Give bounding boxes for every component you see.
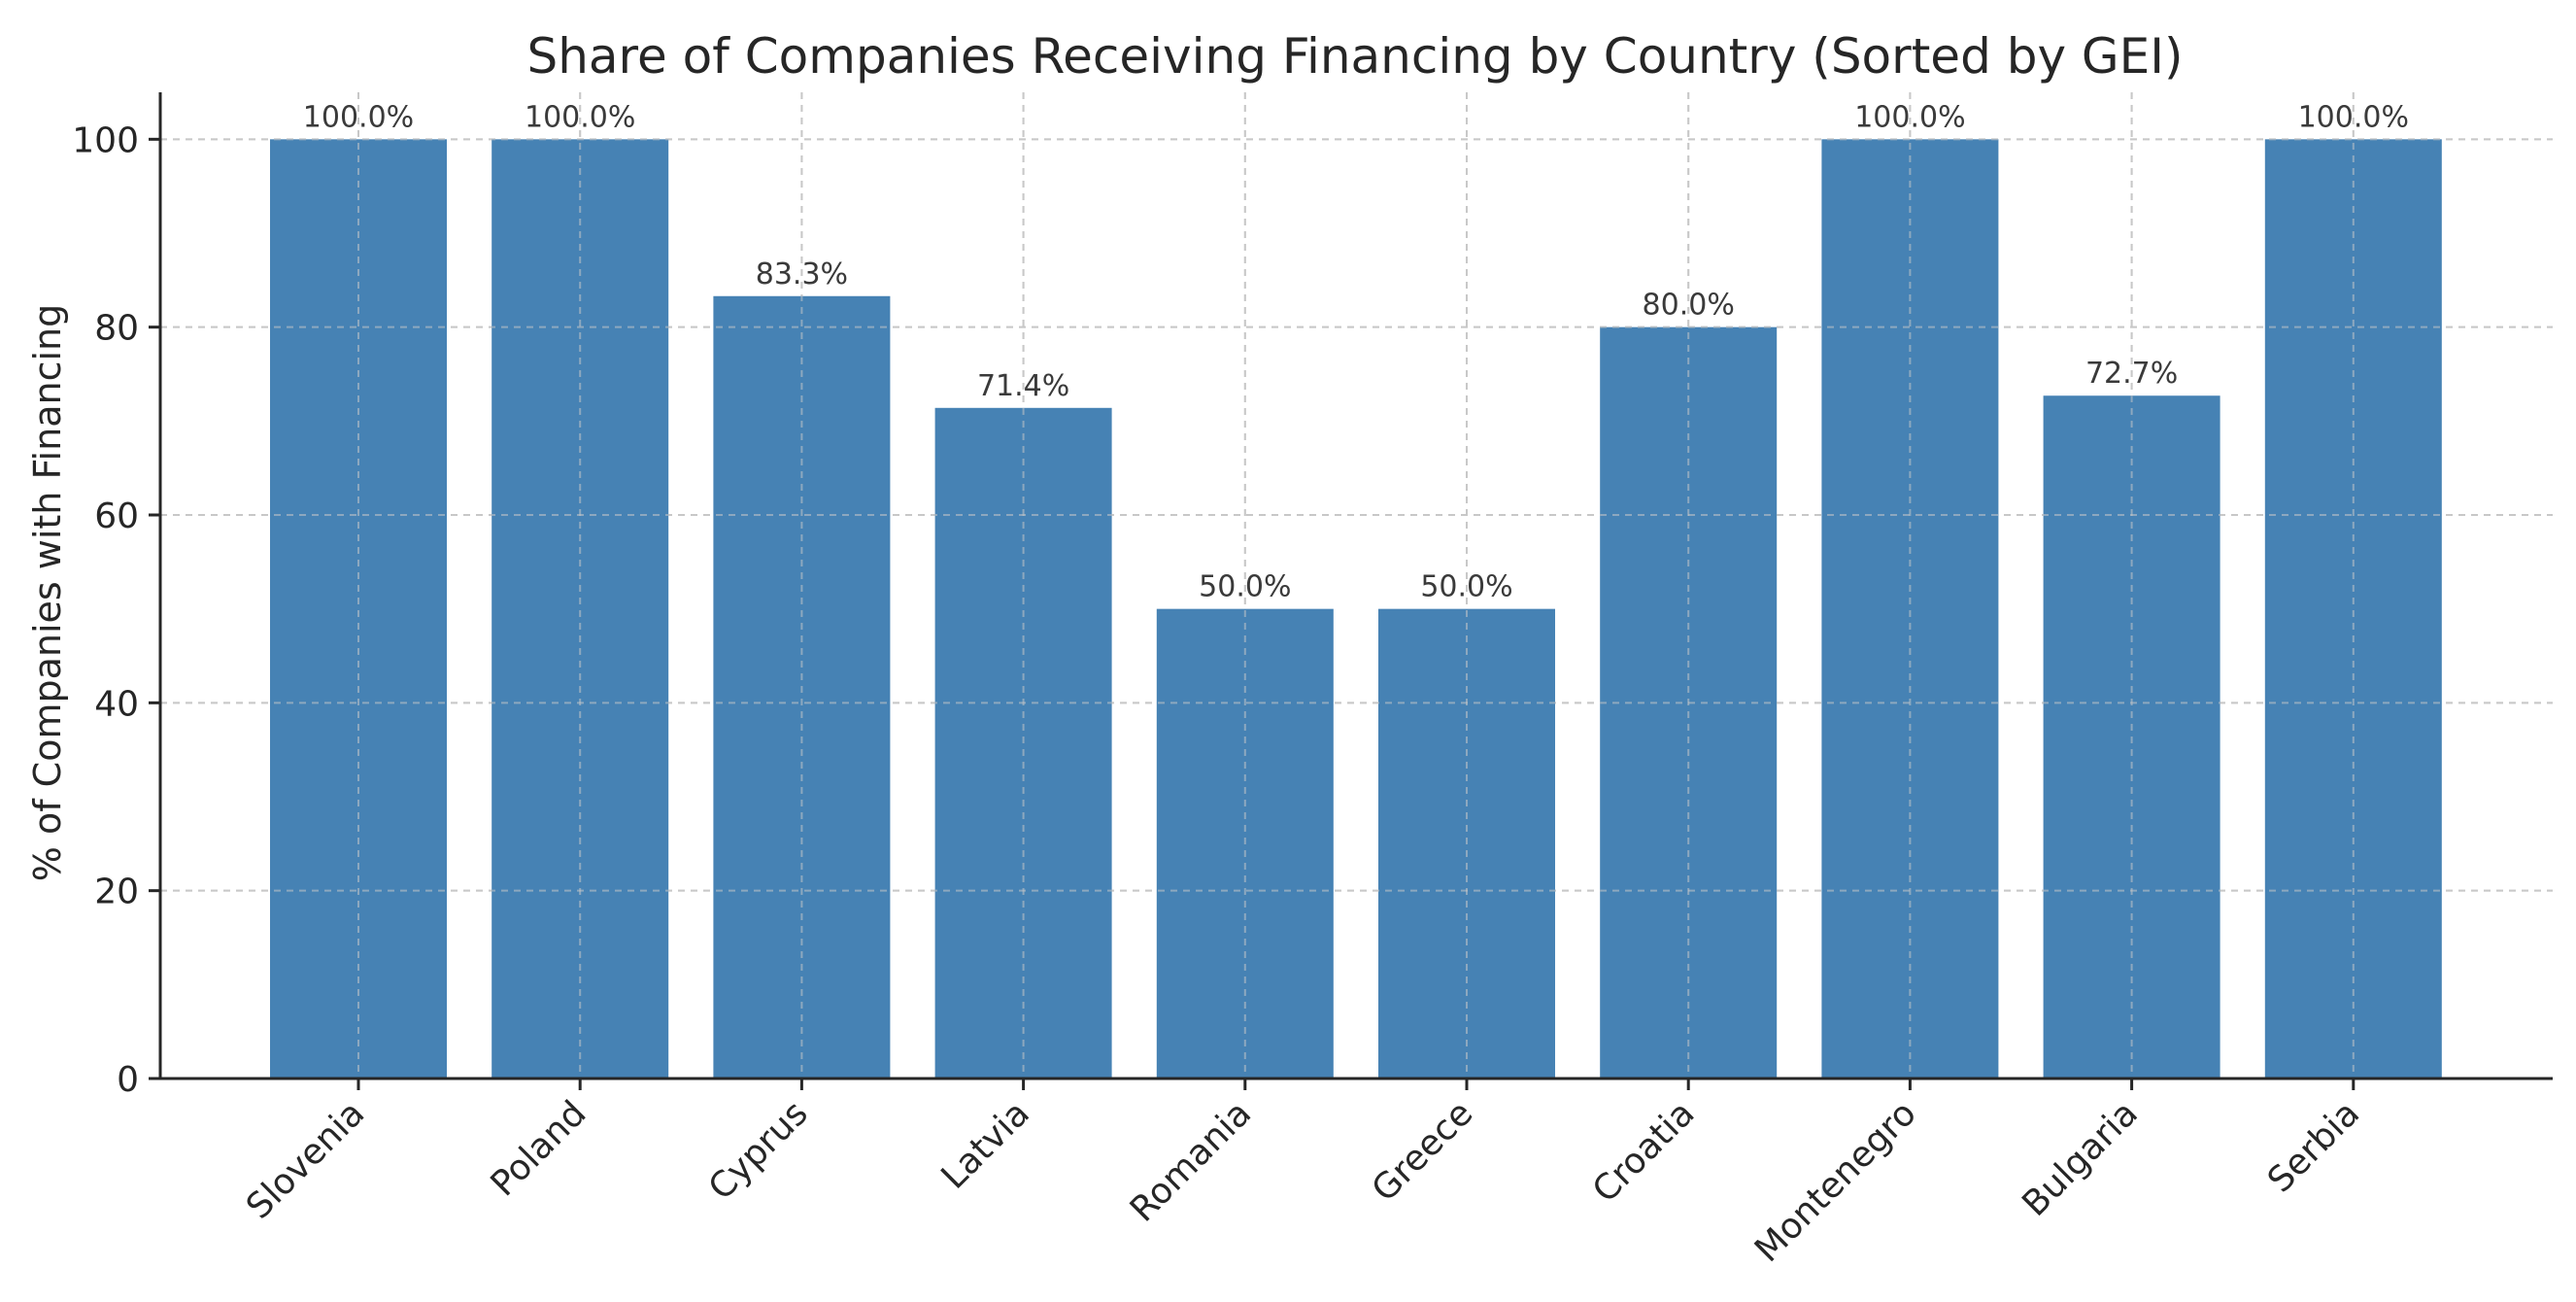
bar-slovenia [270,139,447,1079]
data-label: 50.0% [1420,570,1512,604]
y-tick-label: 60 [94,497,139,536]
x-axis-ticks: Slovenia Poland Cyprus Latvia Romania Greece C… [239,1079,2367,1270]
x-tick-label: Bulgaria [2015,1093,2146,1224]
bars [270,139,2442,1079]
y-tick-label: 80 [94,309,139,349]
bar-montenegro [1821,139,1999,1079]
x-tick-label: Latvia [933,1093,1036,1196]
data-label: 100.0% [1854,100,1965,134]
y-axis-ticks: 0 20 40 60 80 100 [72,120,160,1100]
gridlines-over-bars [160,92,2553,1079]
chart-title: Share of Companies Receiving Financing b… [526,28,2183,85]
y-tick-label: 40 [94,684,139,724]
y-tick-label: 0 [117,1060,139,1100]
bar-serbia [2264,139,2442,1079]
data-label: 80.0% [1643,289,1735,323]
x-tick-label: Serbia [2260,1093,2367,1200]
data-label: 72.7% [2085,357,2178,391]
data-label: 100.0% [303,100,414,134]
data-labels: 100.0% 100.0% 83.3% 71.4% 50.0% 50.0% 80.0% 100… [303,100,2409,603]
x-tick-label: Poland [484,1093,594,1204]
data-label: 100.0% [2298,100,2409,134]
x-tick-label: Romania [1123,1093,1259,1229]
data-label: 50.0% [1199,570,1291,604]
x-tick-label: Montenegro [1747,1093,1924,1270]
y-axis-label: % of Companies with Financing [26,304,69,881]
x-tick-label: Cyprus [701,1093,816,1208]
x-tick-label: Slovenia [239,1093,372,1226]
y-tick-label: 20 [94,873,139,912]
data-label: 83.3% [756,257,848,291]
y-tick-label: 100 [72,120,139,160]
x-tick-label: Croatia [1585,1093,1703,1211]
data-label: 71.4% [977,369,1069,403]
bar-poland [491,139,669,1079]
x-tick-label: Greece [1365,1093,1481,1210]
data-label: 100.0% [525,100,635,134]
